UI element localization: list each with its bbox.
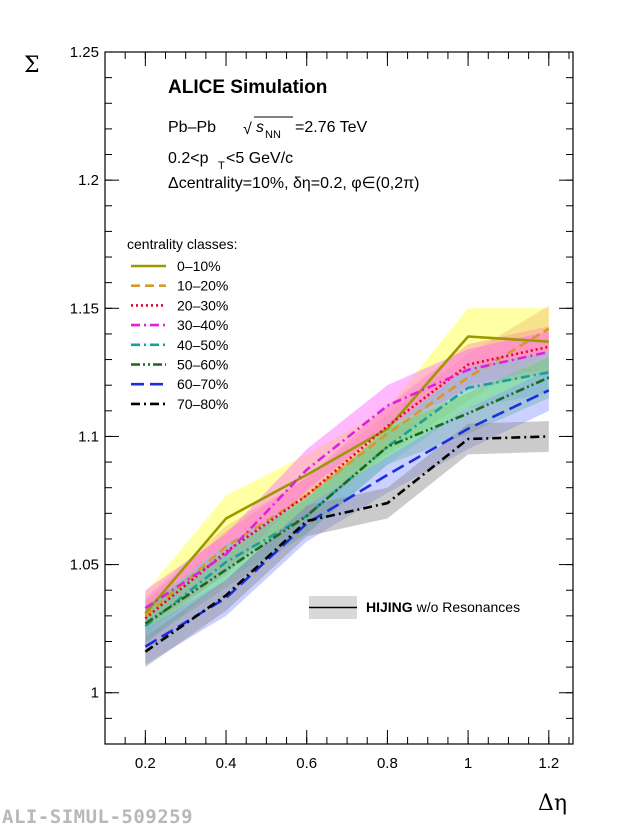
uncertainty-band (145, 308, 549, 634)
y-tick-label: 1.2 (78, 172, 99, 189)
hijing-legend-bold: HIJING (366, 599, 413, 615)
sqrt-symbol: √ (243, 121, 252, 138)
uncertainty-band (145, 305, 549, 634)
hijing-legend-rest: w/o Resonances (413, 599, 520, 615)
series-lines (144, 327, 550, 653)
y-tick-label: 1.05 (70, 557, 99, 574)
pt-sub: T (218, 160, 225, 172)
y-tick-label: 1.15 (70, 300, 99, 317)
cut-label: Δcentrality=10%, δη=0.2, φ∈(0,2π) (168, 175, 420, 192)
x-tick-label: 1.2 (538, 755, 559, 772)
pt-cut: 0.2<p T <5 GeV/c (168, 150, 293, 172)
legend-title: centrality classes: (127, 236, 237, 252)
legend-label: 0–10% (177, 258, 221, 274)
legend-label: 20–30% (177, 297, 228, 313)
uncertainty-band (145, 369, 549, 665)
y-axis: 1 1.05 1.1 1.15 1.2 1.25 (70, 44, 573, 719)
pt-rest: <5 GeV/c (226, 150, 293, 167)
system-label: Pb–Pb (168, 119, 216, 136)
footer-label: ALI-SIMUL-509259 (2, 806, 194, 828)
collision-system: Pb–Pb √ s NN =2.76 TeV (168, 116, 368, 141)
legend-label: 40–50% (177, 337, 228, 353)
x-tick-label: 0.4 (216, 755, 237, 772)
chart-title: ALICE Simulation (168, 77, 327, 98)
series-line (144, 345, 550, 620)
x-tick-label: 0.2 (135, 755, 156, 772)
series-line (144, 350, 550, 610)
svg-text:HIJING w/o Resonances: HIJING w/o Resonances (366, 599, 520, 615)
series-line (144, 435, 549, 653)
energy-sub: NN (265, 129, 281, 141)
x-axis: 0.2 0.4 0.6 0.8 1 1.2 (124, 52, 570, 772)
y-tick-label: 1 (91, 685, 99, 702)
series-line (144, 327, 550, 617)
plot-frame (104, 51, 574, 745)
svg-text:Pb–Pb: Pb–Pb (168, 119, 216, 136)
legend-label: 50–60% (177, 357, 228, 373)
x-tick-label: 1 (464, 755, 472, 772)
y-axis-label: Σ (24, 53, 40, 78)
hijing-legend: HIJING w/o Resonances (309, 596, 520, 619)
uncertainty-band (145, 326, 549, 637)
energy-var: s (256, 119, 264, 136)
x-axis-label: Δη (538, 791, 567, 816)
series-line (144, 376, 550, 625)
series-line (144, 335, 549, 615)
legend-label: 60–70% (177, 376, 228, 392)
pt-label: 0.2<p (168, 150, 209, 167)
uncertainty-band (145, 356, 549, 642)
x-tick-label: 0.6 (296, 755, 317, 772)
x-tick-label: 0.8 (377, 755, 398, 772)
legend-label: 70–80% (177, 396, 228, 412)
y-tick-label: 1.1 (78, 428, 99, 445)
uncertainty-band (145, 421, 549, 668)
uncertainty-band (145, 331, 549, 627)
y-tick-label: 1.25 (70, 44, 99, 61)
legend-label: 10–20% (177, 278, 228, 294)
legend: 0–10% 10–20% 20–30% 30–40% 40–50% 50–60% 60–70… (131, 258, 228, 412)
legend-label: 30–40% (177, 317, 228, 333)
energy-value: =2.76 TeV (295, 119, 368, 136)
